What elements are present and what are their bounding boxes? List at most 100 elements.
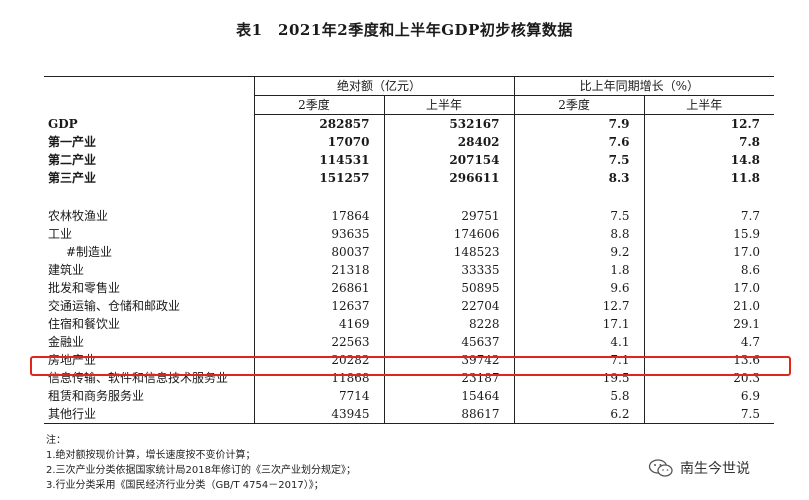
cell-h1: 8228 xyxy=(383,315,515,333)
header-absolute-amount: 绝对额（亿元） xyxy=(253,76,515,96)
cell-q2-growth: 7.5 xyxy=(513,151,645,169)
table-row: #制造业 80037 148523 9.2 17.0 xyxy=(44,243,775,261)
cell-h1: 174606 xyxy=(383,225,515,243)
table-row: GDP 282857 532167 7.9 12.7 xyxy=(44,114,775,133)
table-row: 交通运输、仓储和邮政业 12637 22704 12.7 21.0 xyxy=(44,297,775,315)
cell-h1-growth: 12.7 xyxy=(643,114,775,133)
note-1: 1.绝对额按现价计算，增长速度按不变价计算； xyxy=(46,450,256,461)
row-label: GDP xyxy=(48,116,78,131)
cell-q2: 93635 xyxy=(253,225,384,243)
cell-q2-growth: 5.8 xyxy=(513,387,645,405)
cell-h1-growth: 15.9 xyxy=(643,225,775,243)
spacer-row xyxy=(44,187,775,207)
cell-h1-growth: 7.5 xyxy=(643,405,775,424)
watermark-text: 南生今世说 xyxy=(680,461,750,477)
cell-q2-growth: 4.1 xyxy=(513,333,645,351)
row-label: 租赁和商务服务业 xyxy=(48,389,145,403)
row-label: 其他行业 xyxy=(44,405,254,424)
cell-q2: 114531 xyxy=(253,151,384,169)
cell-h1: 296611 xyxy=(383,169,515,187)
table-row: 租赁和商务服务业 7714 15464 5.8 6.9 xyxy=(44,387,775,405)
cell-h1-growth: 7.8 xyxy=(643,133,775,151)
cell-h1-growth: 14.8 xyxy=(643,151,775,169)
cell-h1: 22704 xyxy=(383,297,515,315)
cell-q2: 282857 xyxy=(253,114,384,133)
cell-q2-growth: 6.2 xyxy=(513,405,645,424)
cell-q2: 4169 xyxy=(253,315,384,333)
cell-h1-growth: 17.0 xyxy=(643,243,775,261)
cell-q2: 12637 xyxy=(253,297,384,315)
cell-h1-growth: 6.9 xyxy=(643,387,775,405)
header-h1: 上半年 xyxy=(383,95,515,115)
cell-q2: 17864 xyxy=(253,207,384,225)
cell-q2: 43945 xyxy=(253,405,384,424)
table-row: 住宿和餐饮业 4169 8228 17.1 29.1 xyxy=(44,315,775,333)
note-2: 2.三次产业分类依据国家统计局2018年修订的《三次产业划分规定》； xyxy=(46,465,356,476)
header-row-columns: 2季度 上半年 2季度 上半年 xyxy=(44,95,775,115)
real-estate-highlight-box xyxy=(30,356,791,376)
cell-q2-growth: 17.1 xyxy=(513,315,645,333)
cell-h1-growth: 4.7 xyxy=(643,333,775,351)
cell-q2-growth: 9.6 xyxy=(513,279,645,297)
cell-h1-growth: 29.1 xyxy=(643,315,775,333)
cell-h1: 207154 xyxy=(383,151,515,169)
cell-h1: 532167 xyxy=(383,114,515,133)
cell-q2-growth: 12.7 xyxy=(513,297,645,315)
cell-q2-growth: 9.2 xyxy=(513,243,645,261)
cell-q2-growth: 7.6 xyxy=(513,133,645,151)
row-label: 交通运输、仓储和邮政业 xyxy=(48,299,181,313)
watermark: 南生今世说 xyxy=(648,458,750,478)
cell-h1: 15464 xyxy=(383,387,515,405)
table-row: 建筑业 21318 33335 1.8 8.6 xyxy=(44,261,775,279)
row-label: 金融业 xyxy=(48,335,85,349)
cell-h1-growth: 11.8 xyxy=(643,169,775,187)
note-3: 3.行业分类采用《国民经济行业分类（GB/T 4754－2017）》； xyxy=(46,480,324,491)
row-label: 第二产业 xyxy=(48,153,97,167)
header-growth-rate: 比上年同期增长（%） xyxy=(513,76,775,96)
header-q2-growth: 2季度 xyxy=(513,95,645,115)
header-row-group: 绝对额（亿元） 比上年同期增长（%） xyxy=(44,76,775,115)
cell-h1: 28402 xyxy=(383,133,515,151)
cell-h1: 33335 xyxy=(383,261,515,279)
cell-h1: 50895 xyxy=(383,279,515,297)
row-label: 第一产业 xyxy=(48,135,97,149)
row-label: 第三产业 xyxy=(48,171,97,185)
gdp-table: 绝对额（亿元） 比上年同期增长（%） 2季度 上半年 2季度 上半年 GDP 2… xyxy=(44,76,775,424)
cell-q2: 7714 xyxy=(253,387,384,405)
cell-q2: 151257 xyxy=(253,169,384,187)
wechat-icon xyxy=(648,459,673,477)
table-title: 表1 2021年2季度和上半年GDP初步核算数据 xyxy=(236,21,573,39)
cell-q2: 22563 xyxy=(253,333,384,351)
row-label: 批发和零售业 xyxy=(48,281,121,295)
table-row: 第三产业 151257 296611 8.3 11.8 xyxy=(44,169,775,187)
cell-h1: 88617 xyxy=(383,405,515,424)
table-row: 工业 93635 174606 8.8 15.9 xyxy=(44,225,775,243)
table-row: 第一产业 17070 28402 7.6 7.8 xyxy=(44,133,775,151)
cell-h1-growth: 8.6 xyxy=(643,261,775,279)
cell-q2-growth: 8.3 xyxy=(513,169,645,187)
cell-h1-growth: 21.0 xyxy=(643,297,775,315)
header-blank xyxy=(44,76,254,115)
row-label: 住宿和餐饮业 xyxy=(48,317,121,331)
header-h1-growth: 上半年 xyxy=(643,95,775,115)
cell-h1: 45637 xyxy=(383,333,515,351)
table-row: 金融业 22563 45637 4.1 4.7 xyxy=(44,333,775,351)
cell-h1: 29751 xyxy=(383,207,515,225)
cell-h1-growth: 17.0 xyxy=(643,279,775,297)
cell-q2-growth: 7.9 xyxy=(513,114,645,133)
cell-q2-growth: 8.8 xyxy=(513,225,645,243)
table-notes: 注： 1.绝对额按现价计算，增长速度按不变价计算； 2.三次产业分类依据国家统计… xyxy=(46,433,356,493)
cell-q2: 80037 xyxy=(253,243,384,261)
cell-q2: 17070 xyxy=(253,133,384,151)
cell-q2: 21318 xyxy=(253,261,384,279)
row-label: 工业 xyxy=(48,227,73,241)
notes-heading: 注： xyxy=(46,435,66,446)
row-label: #制造业 xyxy=(66,245,113,259)
table-row: 第二产业 114531 207154 7.5 14.8 xyxy=(44,151,775,169)
table-row: 批发和零售业 26861 50895 9.6 17.0 xyxy=(44,279,775,297)
table-row: 农林牧渔业 17864 29751 7.5 7.7 xyxy=(44,207,775,225)
cell-h1-growth: 7.7 xyxy=(643,207,775,225)
row-label: 建筑业 xyxy=(48,263,85,277)
header-q2: 2季度 xyxy=(253,95,384,115)
cell-q2-growth: 1.8 xyxy=(513,261,645,279)
